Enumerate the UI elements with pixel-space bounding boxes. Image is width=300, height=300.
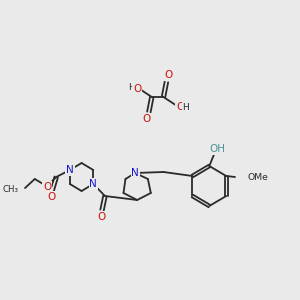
Text: O: O — [43, 182, 52, 192]
Text: CH₃: CH₃ — [2, 184, 18, 194]
Text: O: O — [143, 114, 151, 124]
Text: N: N — [131, 168, 139, 178]
Text: H: H — [182, 103, 189, 112]
Text: H: H — [128, 82, 135, 91]
Text: N: N — [89, 179, 97, 189]
Text: O: O — [47, 192, 56, 202]
Text: O: O — [176, 102, 184, 112]
Text: N: N — [131, 168, 139, 178]
Text: O: O — [164, 70, 172, 80]
Text: OH: OH — [209, 144, 225, 154]
Text: O: O — [97, 212, 105, 222]
Text: O: O — [133, 84, 141, 94]
Text: N: N — [89, 179, 97, 189]
Text: N: N — [66, 165, 74, 175]
Text: N: N — [66, 165, 74, 175]
Text: OMe: OMe — [248, 172, 268, 182]
